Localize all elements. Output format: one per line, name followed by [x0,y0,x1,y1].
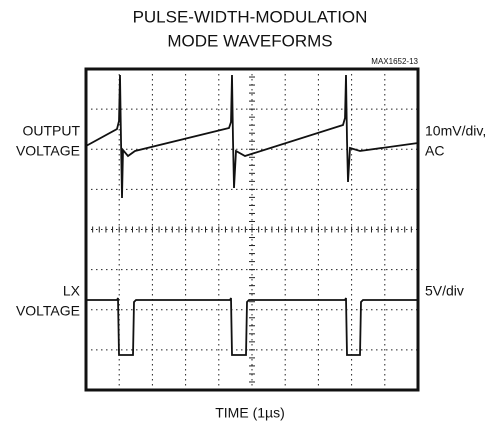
figure-id: MAX1652-13 [371,57,418,66]
grid [85,68,419,391]
channel-label: LX [63,283,81,299]
x-axis-label: TIME (1µs) [215,405,285,421]
channel-scale: 5V/div [425,283,464,299]
lx-waveform [86,297,418,356]
output-waveform [85,74,419,199]
channel-label: OUTPUT [22,123,80,139]
channel-label: VOLTAGE [16,143,80,159]
channel-label: VOLTAGE [16,303,80,319]
title-line: PULSE-WIDTH-MODULATION [133,7,368,26]
channel-scale: 10mV/div, [425,123,486,139]
title-line: MODE WAVEFORMS [167,31,332,50]
channel-scale: AC [425,143,444,159]
scope-frame [84,67,420,392]
